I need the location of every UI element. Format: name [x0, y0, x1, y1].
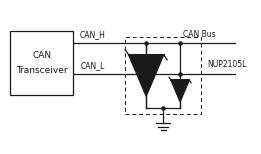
Polygon shape — [171, 80, 189, 102]
Text: CAN_H: CAN_H — [80, 30, 106, 39]
Bar — [10, 31, 73, 95]
Text: NUP2105L: NUP2105L — [207, 60, 247, 69]
Polygon shape — [129, 55, 164, 96]
Text: CAN Bus: CAN Bus — [183, 30, 215, 39]
Bar — [125, 37, 201, 114]
Text: CAN_L: CAN_L — [80, 61, 105, 70]
Text: Transceiver: Transceiver — [16, 66, 68, 75]
Text: CAN: CAN — [32, 51, 51, 60]
